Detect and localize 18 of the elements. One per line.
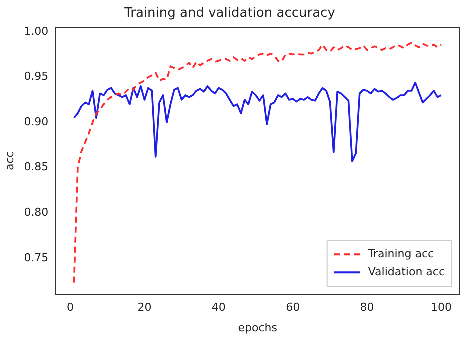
x-tick-label: 40 [212,301,226,314]
legend-label: Training acc [367,247,434,260]
x-tick-label: 100 [430,301,452,314]
line-series [73,42,442,284]
y-tick-label: 0.90 [24,115,49,128]
y-tick-label: 0.95 [24,70,49,84]
y-axis-title: acc [3,152,16,171]
x-axis-title: epochs [238,321,278,334]
x-tick-label: 80 [360,301,374,314]
legend-label: Validation acc [368,265,446,278]
x-tick-label: 20 [138,301,152,314]
y-tick-label: 0.80 [24,206,49,219]
y-tick-label: 0.75 [24,251,49,264]
x-tick-label: 0 [67,301,74,314]
chart-title: Training and validation accuracy [124,6,336,22]
y-tick-label: 0.85 [24,160,49,174]
y-tick-label: 1.00 [24,24,49,38]
x-tick-label: 60 [286,301,300,314]
